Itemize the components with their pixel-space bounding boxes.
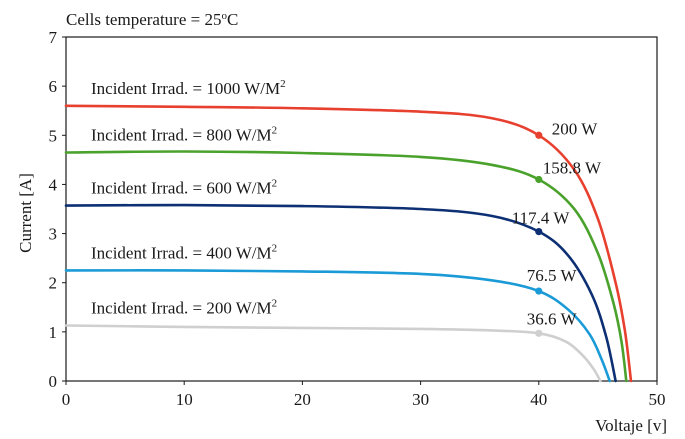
max-power-point	[535, 131, 543, 139]
max-power-point	[535, 228, 543, 236]
x-tick-label: 20	[294, 390, 311, 409]
y-tick-label: 2	[49, 274, 58, 293]
max-power-label: 200 W	[552, 119, 598, 138]
max-power-point	[535, 175, 543, 184]
y-tick-label: 3	[49, 225, 58, 244]
series-label: Incident Irrad. = 200 W/M2	[91, 297, 277, 317]
y-tick-label: 0	[49, 372, 58, 391]
temperature-note: Cells temperature = 25oC	[66, 10, 238, 29]
curve-labels: 200 W Incident Irrad. = 1000 W/M2 158.8 W I…	[91, 78, 602, 329]
axis-ticks: 0 1 2 3 4 5 6 7 0 10 20 30 40 50	[49, 28, 666, 409]
plot-area	[65, 36, 658, 382]
iv-curve-line	[64, 269, 611, 383]
x-axis-label: Voltaje [v]	[595, 416, 667, 435]
series-label: Incident Irrad. = 1000 W/M2	[91, 78, 286, 98]
max-power-label: 76.5 W	[527, 266, 578, 285]
max-power-point	[535, 287, 543, 295]
max-power-label: 158.8 W	[543, 159, 602, 178]
max-power-label: 36.6 W	[527, 309, 578, 328]
note-main: Cells temperature = 25	[66, 10, 221, 29]
x-tick-label: 30	[412, 390, 429, 409]
note-degree: o	[221, 10, 227, 22]
curves	[64, 104, 633, 383]
note-unit: C	[227, 10, 238, 29]
series-label: Incident Irrad. = 800 W/M2	[91, 124, 277, 144]
iv-curve-line	[64, 203, 617, 383]
y-axis-label: Current [A]	[16, 173, 35, 253]
y-tick-label: 1	[49, 323, 58, 342]
x-tick-label: 40	[530, 390, 547, 409]
y-tick-label: 5	[49, 126, 58, 145]
y-tick-label: 7	[49, 28, 58, 47]
iv-curve-line	[64, 104, 633, 383]
series-label: Incident Irrad. = 400 W/M2	[91, 242, 277, 262]
iv-curve-line	[64, 324, 602, 383]
y-tick-label: 4	[49, 175, 58, 194]
x-tick-label: 50	[649, 390, 666, 409]
iv-curve-line	[64, 150, 628, 383]
x-tick-label: 0	[62, 390, 71, 409]
plot-border	[65, 36, 658, 382]
y-tick-label: 6	[49, 77, 58, 96]
series-label: Incident Irrad. = 600 W/M2	[91, 178, 277, 198]
max-power-label: 117.4 W	[512, 209, 571, 228]
max-power-point	[535, 329, 543, 337]
x-tick-label: 10	[176, 390, 193, 409]
